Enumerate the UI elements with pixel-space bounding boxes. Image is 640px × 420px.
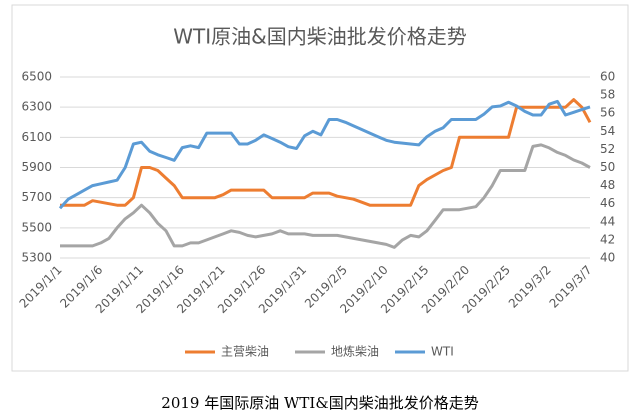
legend-label: WTI xyxy=(431,345,454,359)
y-tick-label: 6500 xyxy=(21,70,52,84)
series-line xyxy=(58,99,591,210)
legend-label: 主营柴油 xyxy=(221,345,269,359)
caption: 2019 年国际原油 WTI&国内柴油批发价格走势 xyxy=(161,394,478,412)
y2-tick-label: 50 xyxy=(600,160,615,174)
y2-tick-label: 60 xyxy=(600,70,615,84)
y-tick-label: 5300 xyxy=(21,251,52,265)
y2-tick-label: 56 xyxy=(600,106,615,120)
y-tick-label: 5500 xyxy=(21,220,52,234)
y2-tick-label: 42 xyxy=(600,232,615,246)
y2-tick-label: 48 xyxy=(600,178,615,192)
y2-tick-label: 58 xyxy=(600,88,615,102)
series-line xyxy=(60,143,591,249)
y-tick-label: 5700 xyxy=(21,190,52,204)
y-tick-label: 6100 xyxy=(21,130,52,144)
y2-tick-label: 44 xyxy=(600,214,615,228)
y2-tick-label: 52 xyxy=(600,142,615,156)
y-tick-label: 5900 xyxy=(21,160,52,174)
y2-tick-label: 54 xyxy=(600,124,615,138)
y2-tick-label: 40 xyxy=(600,251,615,265)
y-tick-label: 6300 xyxy=(21,100,52,114)
chart-title: WTI原油&国内柴油批发价格走势 xyxy=(173,25,467,49)
legend-label: 地炼柴油 xyxy=(331,344,379,359)
chart-frame xyxy=(11,4,629,372)
series-line xyxy=(60,98,592,207)
y2-tick-label: 46 xyxy=(600,196,615,210)
